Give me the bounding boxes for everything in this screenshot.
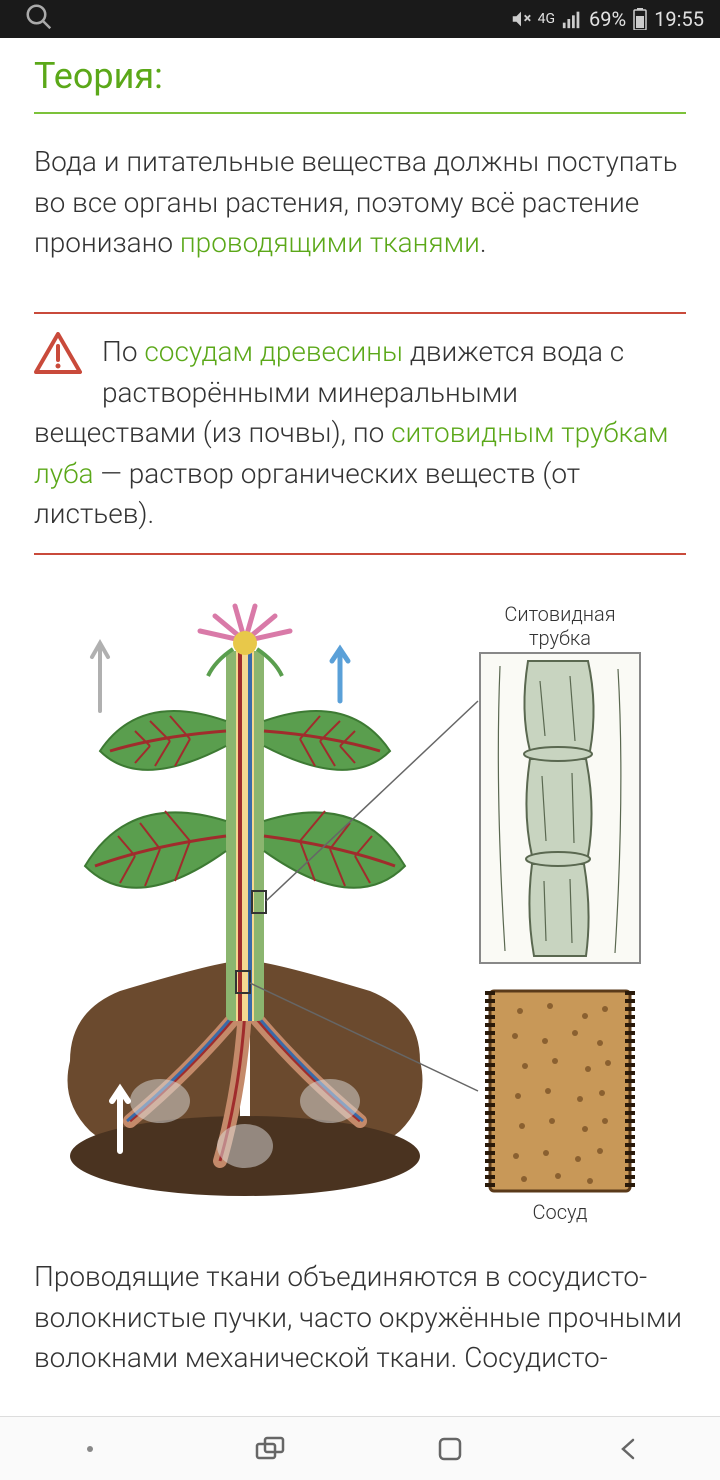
text-span: веществами (из почвы), по bbox=[34, 416, 391, 449]
intro-paragraph: Вода и питательные вещества должны посту… bbox=[34, 142, 686, 264]
status-bar: 4G 69% 19:55 bbox=[0, 0, 720, 38]
plant-diagram: Ситовидная трубка bbox=[40, 591, 680, 1231]
term-wood-vessels[interactable]: сосудам древесины bbox=[144, 335, 403, 368]
battery-label: 69% bbox=[589, 7, 626, 31]
signal-icon bbox=[561, 8, 583, 30]
closing-paragraph: Проводящие ткани объединяются в сосудист… bbox=[34, 1257, 686, 1379]
label-sieve: Ситовидная bbox=[504, 602, 615, 626]
alert-text: По сосудам древесины движется вода с рас… bbox=[34, 332, 686, 413]
alert-text-cont: веществами (из почвы), по ситовидным тру… bbox=[34, 413, 686, 535]
network-label: 4G bbox=[538, 11, 555, 27]
label-vessel: Сосуд bbox=[533, 1200, 588, 1224]
text-span: По bbox=[102, 335, 144, 368]
status-icons: 4G 69% 19:55 bbox=[510, 7, 704, 31]
nav-home-button[interactable] bbox=[432, 1431, 468, 1467]
nav-minimize[interactable] bbox=[72, 1431, 108, 1467]
section-heading: Теория: bbox=[34, 50, 686, 114]
text-span: — раствор органических веществ (от листь… bbox=[34, 457, 580, 531]
nav-bar bbox=[0, 1416, 720, 1480]
search-icon[interactable] bbox=[24, 2, 54, 37]
text-span: . bbox=[480, 226, 487, 259]
alert-box: По сосудам древесины движется вода с рас… bbox=[34, 312, 686, 555]
battery-icon bbox=[632, 8, 648, 30]
nav-back-button[interactable] bbox=[612, 1431, 648, 1467]
main-content[interactable]: Теория: Вода и питательные вещества долж… bbox=[0, 38, 720, 1379]
time-label: 19:55 bbox=[654, 7, 704, 31]
mute-icon bbox=[510, 8, 532, 30]
term-conducting-tissue[interactable]: проводящими тканями bbox=[180, 226, 480, 259]
label-sieve-2: трубка bbox=[529, 626, 591, 650]
warning-icon bbox=[34, 332, 82, 376]
nav-recents-button[interactable] bbox=[252, 1431, 288, 1467]
